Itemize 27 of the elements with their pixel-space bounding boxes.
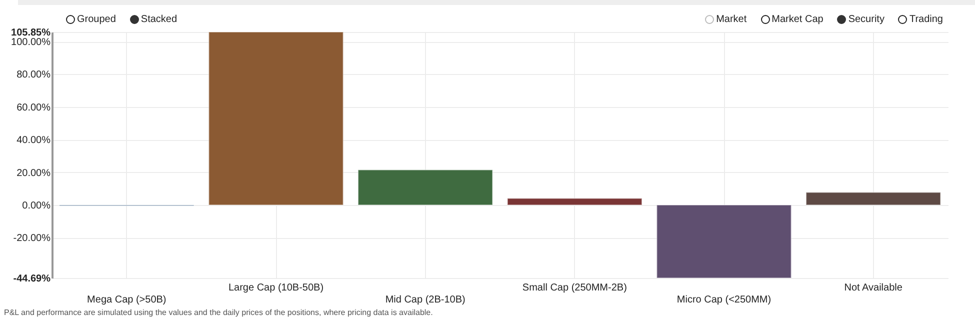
y-tick-label: 60.00% bbox=[16, 102, 51, 114]
bar bbox=[358, 169, 494, 206]
x-tick-label: Mega Cap (>50B) bbox=[87, 294, 166, 306]
x-tick-label: Micro Cap (<250MM) bbox=[676, 294, 772, 306]
bar bbox=[506, 198, 642, 206]
y-tick-label: 20.00% bbox=[16, 168, 51, 179]
text: Stacked bbox=[140, 14, 178, 25]
text: Market Cap bbox=[772, 14, 824, 25]
text: P&L and performance are simulated using the values and the daily prices of the positions, where pricing data is available. bbox=[4, 308, 433, 317]
x-tick-label: Mid Cap (2B-10B) bbox=[385, 294, 466, 306]
text: Market bbox=[716, 14, 747, 25]
bar bbox=[208, 32, 344, 206]
y-tick-label: 100.00% bbox=[11, 37, 51, 48]
bar bbox=[656, 204, 792, 278]
text: Security bbox=[848, 14, 884, 25]
y-tick-label: 105.85% bbox=[11, 28, 51, 38]
x-tick-label: Large Cap (10B-50B) bbox=[228, 282, 324, 294]
y-tick-label: 40.00% bbox=[16, 135, 51, 146]
y-tick-label: 80.00% bbox=[16, 70, 51, 81]
y-tick-label: -44.69% bbox=[13, 274, 51, 284]
text: Trading bbox=[909, 14, 943, 25]
x-tick-label: Not Available bbox=[844, 282, 903, 294]
bar bbox=[806, 192, 942, 206]
x-tick-label: Small Cap (250MM-2B) bbox=[522, 282, 627, 294]
text: Grouped bbox=[77, 14, 116, 25]
y-tick-label: -20.00% bbox=[13, 233, 51, 244]
y-tick-label: 0.00% bbox=[22, 200, 51, 212]
